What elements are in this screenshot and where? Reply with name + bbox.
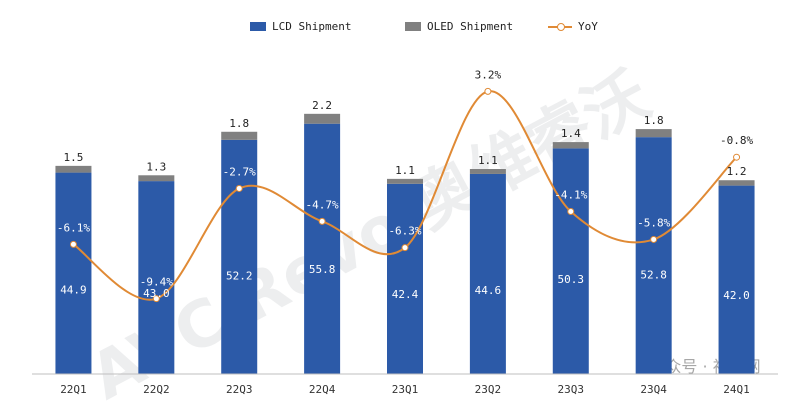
oled-value-label: 1.1 (395, 164, 415, 177)
legend-item-yoy: YoY (548, 20, 598, 33)
x-tick-label: 22Q2 (143, 383, 170, 396)
yoy-line (72, 90, 738, 301)
oled-bar (387, 178, 423, 184)
legend-label-yoy: YoY (578, 20, 598, 33)
lcd-value-label: 42.4 (392, 288, 419, 301)
oled-bar (635, 129, 672, 138)
x-axis: 22Q1 22Q2 22Q3 22Q4 23Q1 23Q2 23Q3 23Q4 24Q1 (32, 373, 778, 396)
lcd-value-label: 44.9 (60, 283, 87, 296)
legend-swatch-oled (405, 22, 421, 31)
oled-bar (552, 142, 589, 149)
yoy-value-label: -0.8% (720, 134, 753, 147)
oled-bar (138, 175, 175, 182)
yoy-value-label: -6.1% (57, 221, 90, 234)
lcd-bar (718, 185, 755, 374)
yoy-value-label: -9.4% (140, 276, 173, 289)
lcd-value-label: 44.6 (475, 284, 502, 297)
lcd-value-label: 43.0 (143, 287, 170, 300)
legend-label-oled: OLED Shipment (427, 20, 514, 33)
x-tick-label: 23Q1 (392, 383, 419, 396)
lcd-value-label: 52.2 (226, 270, 253, 283)
yoy-point (69, 240, 77, 248)
oled-bar (221, 131, 258, 140)
yoy-value-label: -4.7% (306, 198, 339, 211)
yoy-point (733, 153, 741, 161)
oled-value-label: 1.1 (478, 154, 498, 167)
legend-swatch-lcd (250, 22, 266, 31)
lcd-value-label: 55.8 (309, 263, 336, 276)
yoy-point (650, 235, 658, 243)
yoy-point (401, 244, 409, 252)
x-tick-label: 23Q2 (475, 383, 502, 396)
yoy-value-label: 3.2% (475, 68, 502, 81)
legend-label-lcd: LCD Shipment (272, 20, 352, 33)
oled-value-label: 1.4 (561, 127, 581, 140)
legend-item-oled: OLED Shipment (405, 20, 513, 33)
x-tick-label: 24Q1 (723, 383, 750, 396)
x-tick-label: 23Q3 (558, 383, 585, 396)
bars-layer (55, 113, 755, 374)
oled-value-label: 1.5 (64, 151, 84, 164)
oled-value-label: 1.3 (146, 160, 166, 173)
oled-bar (469, 169, 506, 174)
yoy-point (235, 184, 243, 192)
lcd-bar (635, 137, 672, 374)
lcd-value-label: 42.0 (723, 289, 750, 302)
x-tick-label: 22Q1 (60, 383, 87, 396)
yoy-value-label: -2.7% (223, 165, 256, 178)
lcd-value-label: 52.8 (640, 269, 667, 282)
lcd-bar (221, 139, 258, 374)
data-labels-layer: 44.9 1.5 43.0 1.3 52.2 1.8 55.8 2.2 42.4 1.1 44.6 1… (57, 67, 755, 302)
yoy-point (318, 217, 326, 225)
lcd-bar (304, 123, 341, 374)
lcd-bar (387, 183, 423, 374)
oled-value-label: 1.8 (644, 114, 664, 127)
oled-value-label: 1.8 (229, 117, 249, 130)
x-tick-label: 23Q4 (640, 383, 667, 396)
yoy-line-layer (69, 87, 741, 303)
yoy-value-label: -5.8% (637, 216, 670, 229)
yoy-point (484, 87, 492, 95)
lcd-bar (138, 181, 175, 374)
lcd-value-label: 50.3 (558, 273, 585, 286)
oled-value-label: 1.2 (727, 165, 747, 178)
oled-bar (304, 113, 341, 124)
oled-bar (55, 165, 92, 173)
yoy-point (152, 295, 160, 303)
x-tick-label: 22Q4 (309, 383, 336, 396)
yoy-point (567, 207, 575, 215)
oled-bar (718, 180, 755, 186)
lcd-bar (552, 148, 589, 374)
lcd-bar (469, 173, 506, 374)
legend: LCD Shipment OLED Shipment YoY (0, 20, 800, 40)
yoy-value-label: -4.1% (554, 188, 587, 201)
lcd-bar (55, 172, 92, 374)
legend-item-lcd: LCD Shipment (250, 20, 351, 33)
oled-value-label: 2.2 (312, 99, 332, 112)
x-tick-label: 22Q3 (226, 383, 253, 396)
yoy-value-label: -6.3% (388, 225, 421, 238)
legend-swatch-yoy (548, 22, 572, 32)
